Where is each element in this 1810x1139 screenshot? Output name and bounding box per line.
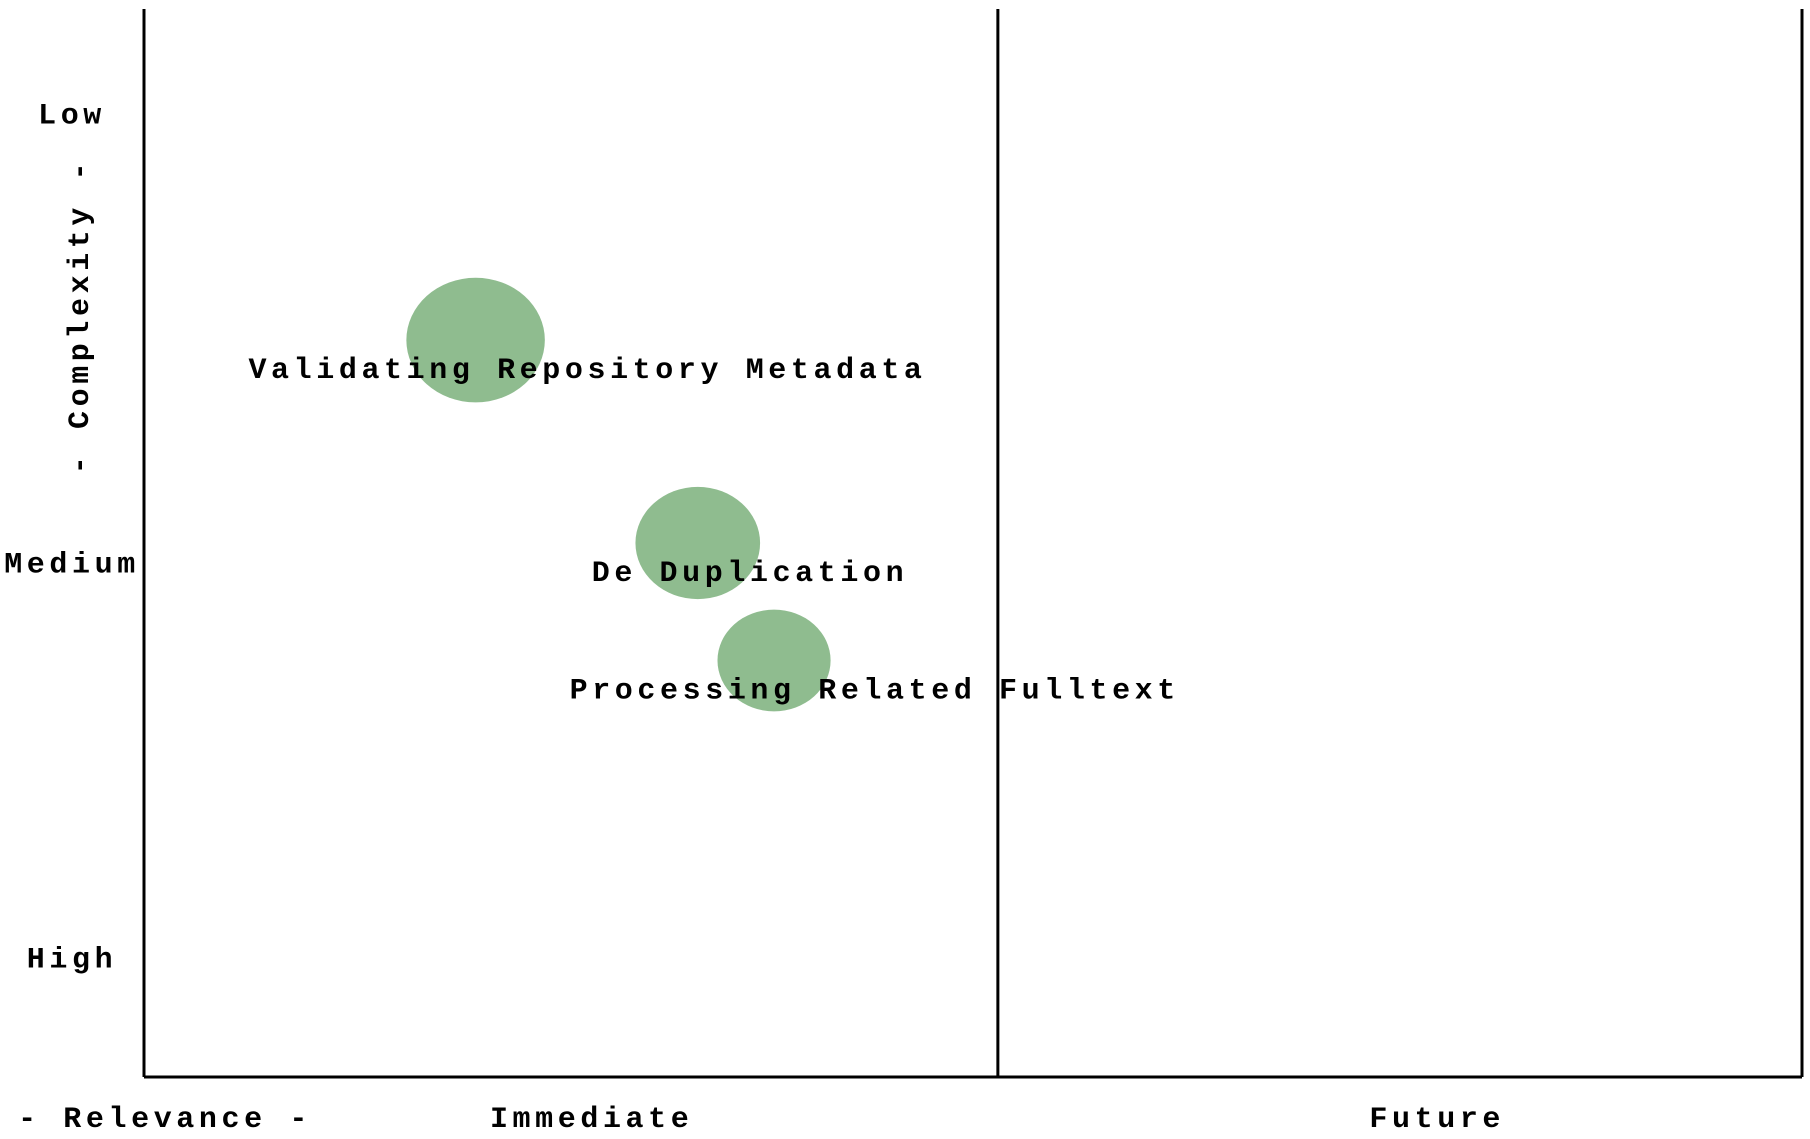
bubble-label: Validating Repository Metadata: [248, 354, 926, 388]
bubble-label: De Duplication: [592, 557, 908, 591]
x-tick-label: Immediate: [490, 1103, 693, 1137]
y-tick-label: Medium: [4, 548, 140, 582]
y-tick-label: High: [27, 943, 117, 977]
y-tick-label: Low: [38, 100, 106, 134]
y-axis-title: - Complexity -: [64, 158, 98, 474]
bubble: [635, 486, 761, 600]
bubble: [717, 609, 831, 712]
bubble-label: Processing Related Fulltext: [570, 674, 1180, 708]
x-axis-title: - Relevance -: [18, 1103, 312, 1137]
bubble: [406, 277, 545, 403]
x-tick-label: Future: [1369, 1103, 1505, 1137]
